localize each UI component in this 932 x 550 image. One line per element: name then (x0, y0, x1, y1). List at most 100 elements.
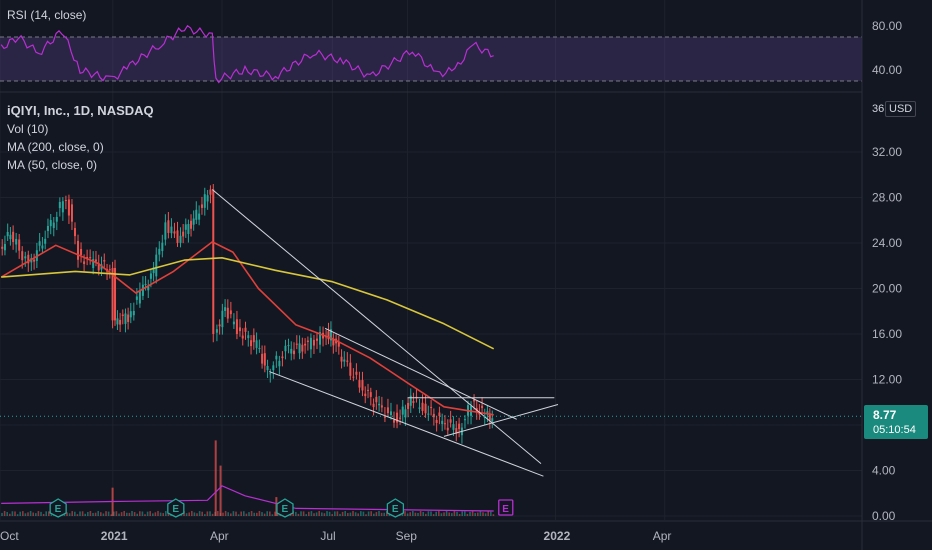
candle-body (195, 209, 198, 220)
candle-body (458, 423, 461, 430)
candle-body (378, 403, 381, 406)
earnings-marker[interactable] (49, 498, 67, 518)
volume-bar (404, 511, 406, 516)
volume-bar (209, 511, 211, 516)
candle-body (232, 321, 235, 325)
candle-body (127, 314, 130, 322)
time-tick-label: Sep (396, 529, 418, 543)
candle-body (255, 340, 258, 348)
candle-body (190, 220, 193, 229)
volume-bar (87, 511, 89, 516)
rsi-line (0, 24, 494, 84)
volume-bar (448, 512, 451, 516)
volume-bar (357, 513, 360, 516)
volume-bar (79, 511, 81, 516)
candle-body (346, 360, 349, 362)
top-price-partial: 36 (872, 103, 885, 115)
candle-body (114, 268, 117, 321)
earnings-marker[interactable] (276, 498, 294, 518)
volume-bar (310, 511, 313, 516)
volume-bar (378, 510, 380, 516)
candle-body (192, 218, 195, 225)
volume-bar (321, 512, 323, 516)
volume-bar (250, 510, 253, 516)
candle-body (263, 353, 266, 366)
symbol-title[interactable]: iQIYI, Inc., 1D, NASDAQ (7, 103, 154, 118)
candle-body (108, 269, 111, 271)
candle-body (349, 362, 352, 376)
candle-body (284, 345, 287, 352)
volume-bar (48, 511, 50, 516)
volume-bar (240, 511, 243, 516)
earnings-marker[interactable] (386, 498, 405, 518)
candle-body (184, 224, 187, 230)
candle-body (293, 350, 296, 355)
volume-label[interactable]: Vol (10) (7, 122, 49, 136)
volume-bar (367, 511, 370, 516)
volume-bar (131, 510, 133, 516)
candle-body (241, 335, 244, 339)
volume-bar (115, 511, 118, 516)
rsi-label[interactable]: RSI (14, close) (7, 8, 87, 22)
volume-bar (243, 511, 245, 516)
volume-bar (412, 510, 414, 516)
volume-bar (300, 511, 302, 516)
volume-bar (149, 511, 152, 516)
volume-bar (347, 513, 349, 516)
candle-body (61, 201, 64, 213)
volume-bar (258, 510, 261, 516)
candle-body (179, 235, 182, 243)
candle-body (55, 216, 58, 222)
candle-body (250, 340, 253, 347)
volume-bar (302, 511, 305, 516)
candle-body (1, 246, 4, 249)
candle-body (97, 263, 100, 271)
volume-bar (102, 513, 105, 516)
volume-bar (154, 512, 157, 516)
candle-body (89, 257, 92, 259)
volume-bar (188, 512, 191, 516)
earnings-marker-upcoming[interactable] (498, 499, 514, 516)
price-tick-label: 24.00 (872, 236, 902, 250)
volume-bar (159, 512, 162, 516)
volume-bar (354, 512, 357, 516)
candle-body (463, 419, 466, 421)
volume-bar (32, 512, 35, 516)
volume-bar (336, 511, 339, 516)
candle-body (252, 335, 255, 343)
volume-bar (157, 510, 159, 516)
candle-body (164, 222, 167, 240)
candle-body (358, 380, 361, 388)
volume-bar (22, 511, 24, 516)
currency-button[interactable]: USD (885, 101, 917, 117)
countdown-timer: 05:10:54 (873, 424, 916, 436)
volume-bar (313, 513, 315, 516)
time-tick-label: Jul (320, 529, 335, 543)
trendlines[interactable] (211, 189, 559, 477)
volume-bar (419, 511, 422, 516)
candle-body (161, 242, 164, 252)
volume-bar (11, 511, 14, 516)
candle-body (258, 348, 261, 350)
volume-bar (435, 511, 438, 516)
volume-ma-line (1, 485, 494, 512)
volume-bar (29, 510, 32, 516)
candle-body (352, 376, 355, 378)
volume-bar (248, 512, 250, 516)
candle-body (247, 335, 250, 339)
candle-body (421, 402, 424, 411)
earnings-marker[interactable] (167, 498, 185, 518)
candle-body (340, 356, 343, 362)
volume-bar (110, 514, 113, 516)
price-tick-label: 32.00 (872, 145, 902, 159)
candle-body (309, 337, 312, 350)
volume-bar (35, 513, 37, 516)
volume-bar (217, 511, 219, 516)
volume-bar (349, 512, 352, 516)
ma50-label[interactable]: MA (50, close, 0) (7, 158, 98, 172)
candle-body (486, 411, 489, 414)
candle-body (238, 327, 241, 332)
ma200-label[interactable]: MA (200, close, 0) (7, 140, 104, 154)
